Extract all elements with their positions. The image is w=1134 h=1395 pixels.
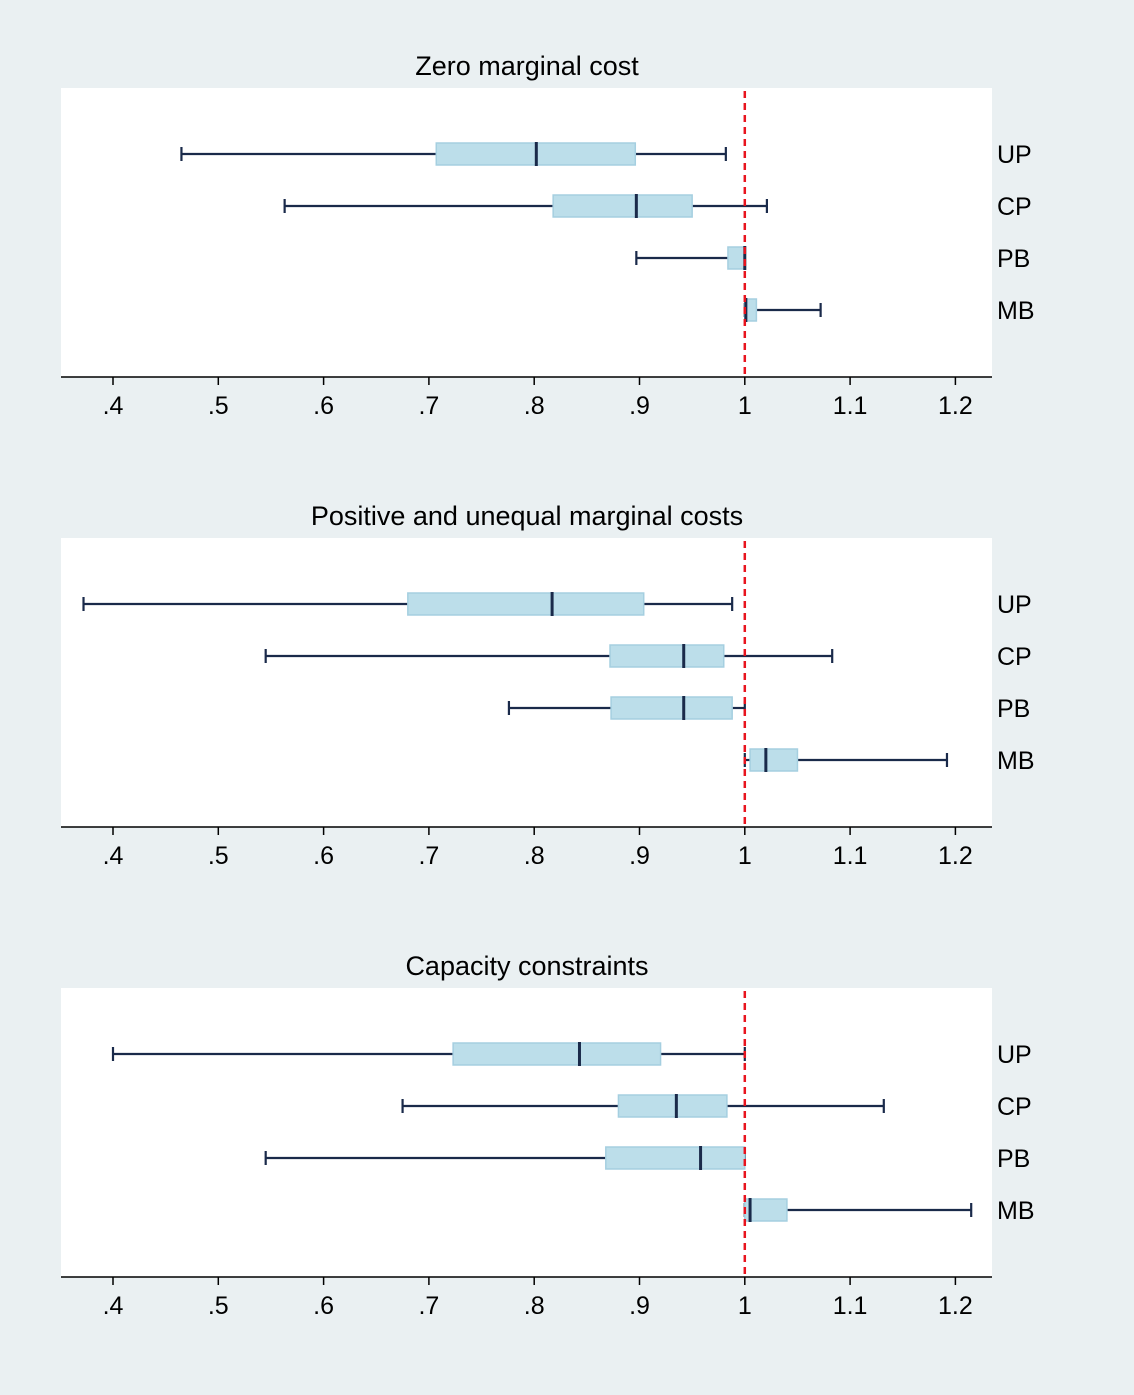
iqr-box bbox=[407, 592, 645, 616]
x-tick-label: .9 bbox=[629, 1292, 650, 1320]
category-label: CP bbox=[997, 1093, 1032, 1121]
category-label: MB bbox=[997, 747, 1035, 775]
x-tick-label: .7 bbox=[418, 842, 439, 870]
x-tick-label: 1.1 bbox=[833, 842, 868, 870]
chart-panel: Capacity constraints .4 .5 .6 .7 .8 .9 1 1.1 1.2 U… bbox=[61, 951, 1035, 1320]
plot-area bbox=[61, 988, 992, 1277]
x-tick-label: 1 bbox=[738, 392, 752, 420]
x-tick-label: 1.2 bbox=[938, 392, 973, 420]
x-tick-label: .6 bbox=[313, 392, 334, 420]
category-label: CP bbox=[997, 643, 1032, 671]
x-tick-label: .8 bbox=[524, 392, 545, 420]
iqr-box bbox=[610, 696, 733, 720]
x-tick-label: 1.1 bbox=[833, 392, 868, 420]
box-pb: PB bbox=[507, 695, 1030, 723]
chart-panels: Zero marginal cost.4.5.6.7.8.9 1 1.1 1.2UPC… bbox=[61, 51, 1035, 1320]
x-tick-label: 1 bbox=[738, 1292, 752, 1320]
x-tick-label: .6 bbox=[313, 1292, 334, 1320]
x-tick-label: .4 bbox=[103, 392, 124, 420]
category-label: PB bbox=[997, 1145, 1030, 1173]
x-tick-label: .8 bbox=[524, 1292, 545, 1320]
chart-panel: Positive and unequal marginal costs .4 .5.… bbox=[61, 501, 1035, 870]
x-tick-label: .8 bbox=[524, 842, 545, 870]
category-label: MB bbox=[997, 1197, 1035, 1225]
x-tick-label: .9 bbox=[629, 392, 650, 420]
plot-area bbox=[61, 538, 992, 827]
category-label: UP bbox=[997, 591, 1032, 619]
chart-title: Positive and unequal marginal costs bbox=[311, 501, 743, 531]
category-label: CP bbox=[997, 193, 1032, 221]
iqr-box bbox=[552, 194, 693, 218]
x-tick-label: .5 bbox=[208, 392, 229, 420]
box-up: UP bbox=[111, 1041, 1032, 1069]
category-label: UP bbox=[997, 141, 1032, 169]
iqr-box bbox=[609, 644, 725, 668]
box-up: UP bbox=[82, 591, 1032, 619]
category-label: UP bbox=[997, 1041, 1032, 1069]
chart-title: Capacity constraints bbox=[405, 951, 648, 981]
x-tick-label: .5 bbox=[208, 842, 229, 870]
box-mb: MB bbox=[743, 297, 1035, 325]
category-label: PB bbox=[997, 245, 1030, 273]
iqr-box bbox=[727, 246, 746, 270]
iqr-box bbox=[452, 1042, 662, 1066]
box-mb: MB bbox=[743, 747, 1035, 775]
x-tick-label: 1 bbox=[738, 842, 752, 870]
x-tick-label: .7 bbox=[418, 1292, 439, 1320]
x-tick-label: .6 bbox=[313, 842, 334, 870]
x-tick-label: .5 bbox=[208, 1292, 229, 1320]
box-mb: MB bbox=[743, 1197, 1035, 1225]
x-tick-label: .4 bbox=[103, 842, 124, 870]
iqr-box bbox=[617, 1094, 728, 1118]
box-cp: CP bbox=[401, 1093, 1032, 1121]
chart-panel: Zero marginal cost .4 .5 .6 .7 .8 .9 1 1.1 1.2 UP C… bbox=[61, 51, 1035, 420]
category-label: MB bbox=[997, 297, 1035, 325]
iqr-box bbox=[605, 1146, 746, 1170]
x-tick-label: 1.2 bbox=[938, 1292, 973, 1320]
x-tick-label: .9 bbox=[629, 842, 650, 870]
box-pb: PB bbox=[264, 1145, 1030, 1173]
iqr-box bbox=[749, 748, 799, 772]
x-tick-label: .4 bbox=[103, 1292, 124, 1320]
category-label: PB bbox=[997, 695, 1030, 723]
x-tick-label: 1.1 bbox=[833, 1292, 868, 1320]
chart-title: Zero marginal cost bbox=[415, 51, 639, 81]
box-up: UP bbox=[180, 141, 1032, 169]
plot-area bbox=[61, 88, 992, 377]
x-tick-label: 1.2 bbox=[938, 842, 973, 870]
box-cp: CP bbox=[283, 193, 1032, 221]
x-tick-label: .7 bbox=[418, 392, 439, 420]
box-cp: CP bbox=[264, 643, 1032, 671]
